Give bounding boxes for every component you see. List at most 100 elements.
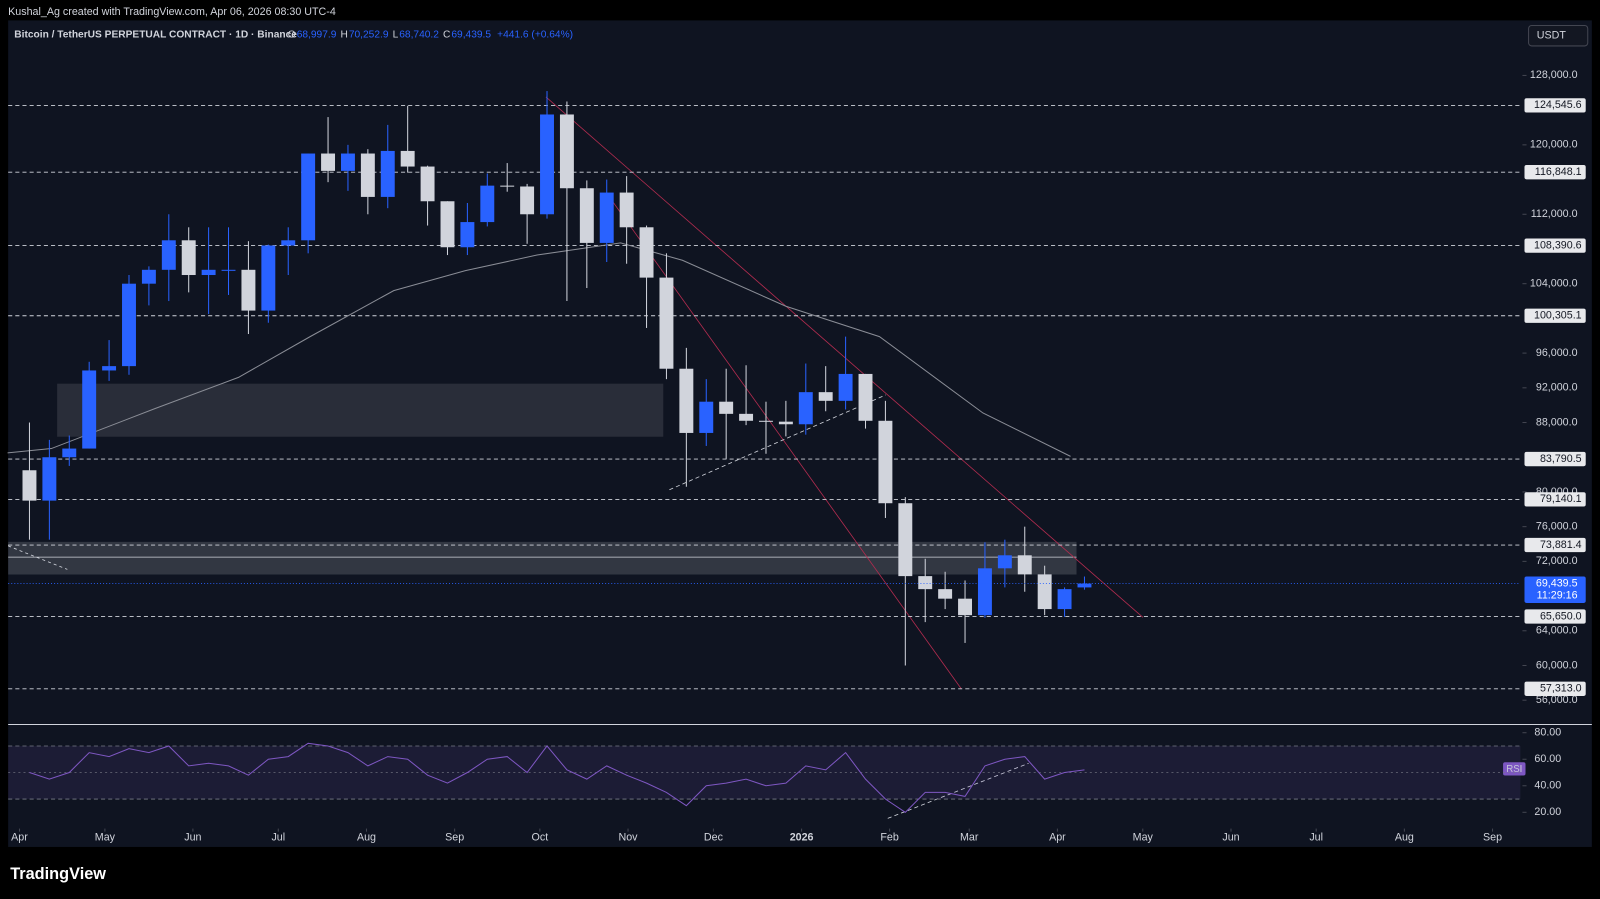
candle-body [201,269,216,276]
level-tag [1524,537,1586,553]
candle-body [997,555,1012,569]
candle-body [420,166,435,202]
candle-body [161,240,176,270]
ohlc-key: H [340,29,347,40]
y-tick-label: 64,000.0 [1536,625,1578,637]
x-tick-label: Apr [1049,832,1066,844]
rsi-tick-label: 20.00 [1534,806,1561,818]
candle-body [1077,583,1092,588]
candle-body [719,401,734,414]
candle-body [1017,555,1032,575]
candle-body [62,448,77,458]
candle-body [540,114,554,215]
x-tick-label: Jun [1222,832,1239,844]
x-tick-label: Oct [532,832,549,844]
candle-body [141,269,156,284]
ohlc-value: 68,997.9 [297,29,337,40]
ohlc-value: 68,740.2 [399,29,439,40]
currency-button[interactable] [1528,25,1589,47]
candle-body [599,192,614,243]
candle-body [1057,589,1072,610]
candle-body [301,153,316,241]
level-label: 79,140.1 [1540,493,1582,505]
level-tag [1524,165,1586,180]
ohlc: O 68,997.9 H 70,252.9 L 68,740.2 C 69,439.5 +441… [288,29,573,40]
candle-body [181,240,196,276]
y-tick-label: 96,000.0 [1536,347,1578,359]
moving-average [7,242,1071,457]
logo: TradingView [10,865,106,883]
level-tag [1524,308,1586,323]
last-price-tag [1524,576,1586,603]
y-tick-label: 72,000.0 [1536,555,1578,567]
candle-body [281,240,296,246]
candle-body [321,153,336,171]
level-label: 83,790.5 [1540,453,1582,465]
y-tick-label: 128,000.0 [1530,69,1578,81]
rsi-line [29,742,1085,813]
candle-body [918,576,933,590]
candle-body [221,269,236,271]
y-tick-label: 88,000.0 [1536,416,1578,428]
candle-body [340,153,355,171]
y-tick-label: 112,000.0 [1531,208,1578,220]
rsi-tick-label: 40.00 [1534,780,1561,792]
candle-body [440,201,455,248]
level-tag [1524,98,1586,113]
level-label: 108,390.6 [1534,239,1582,251]
x-tick-label: May [95,832,116,844]
rsi-tick-label: 80.00 [1534,727,1561,739]
y-tick-label: 76,000.0 [1536,520,1578,532]
candle-body [798,392,813,425]
x-tick-label: May [1133,832,1154,844]
countdown: 11:29:16 [1537,590,1578,602]
candle-body [679,368,694,433]
rsi-label: RSI [1506,764,1522,775]
level-tag [1524,451,1586,467]
candle-body [818,392,833,401]
y-tick-label: 120,000.0 [1530,139,1578,151]
change: +441.6 (+0.64%) [497,29,573,40]
candle-body [400,150,415,167]
trendline [887,762,1029,819]
candle-body [500,185,515,187]
x-tick-label: Jun [184,832,201,844]
rsi-tick-label: 60.00 [1534,753,1561,765]
candle-body [739,413,754,421]
y-tick-label: 92,000.0 [1536,382,1578,394]
candle-body [380,150,395,197]
candle-body [460,222,475,248]
symbol: Bitcoin / TetherUS PERPETUAL CONTRACT · … [14,29,297,40]
trendline [545,96,1144,618]
level-tag [1524,609,1586,624]
candle-body [878,420,893,504]
attribution: Kushal_Ag created with TradingView.com, … [8,6,336,18]
ohlc-key: O [288,29,296,40]
level-label: 73,881.4 [1540,539,1582,551]
x-tick-label: Mar [960,832,979,844]
candle-body [579,188,594,243]
level-tag [1524,238,1586,253]
candle-body [958,598,973,616]
level-label: 100,305.1 [1534,310,1582,322]
candle-body [938,589,953,599]
candle-body [559,114,574,189]
trendline [8,545,68,570]
zone [8,541,1077,575]
level-label: 124,545.6 [1534,99,1582,111]
x-tick-label: Jul [1309,832,1323,844]
ohlc-key: L [393,29,399,40]
currency[interactable]: USDT [1537,30,1567,42]
candle-body [619,192,634,228]
candle-body [22,470,37,501]
candle-body [102,366,117,371]
candle-body [520,186,535,215]
candle-body [778,421,793,425]
candle-body [1037,574,1052,610]
x-tick-label: Aug [1395,832,1414,844]
x-tick-label: Aug [357,832,376,844]
candle-body [639,227,654,278]
candle-body [241,269,256,311]
